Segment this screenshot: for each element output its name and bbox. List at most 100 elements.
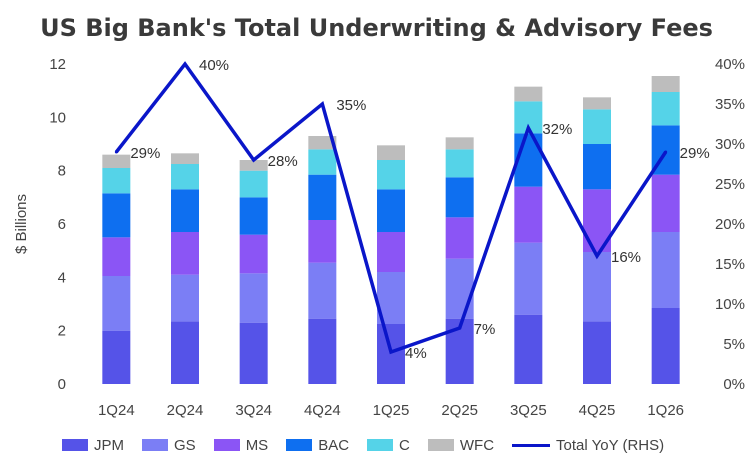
yoy-point	[526, 126, 530, 130]
bar-ms-3q25	[514, 186, 543, 243]
bar-ms-1q26	[651, 174, 680, 232]
bar-c-1q24	[102, 168, 131, 194]
bar-wfc-4q24	[308, 136, 337, 150]
yoy-data-label: 29%	[680, 145, 710, 162]
bar-bac-1q24	[102, 193, 131, 238]
bar-gs-2q25	[445, 258, 474, 319]
bar-gs-1q26	[651, 232, 680, 308]
bar-jpm-2q24	[171, 321, 199, 384]
bar-c-4q25	[583, 109, 611, 144]
bar-ms-1q25	[377, 232, 405, 272]
yoy-data-label: 7%	[474, 321, 496, 338]
bar-ms-1q24	[102, 237, 131, 276]
y-axis-title: $ Billions	[13, 194, 30, 254]
y-tick-label: 12	[49, 56, 66, 73]
legend-item-ms: MS	[213, 436, 269, 454]
y2-tick-label: 10%	[715, 296, 745, 313]
legend-label: JPM	[94, 436, 124, 454]
legend-swatch	[367, 439, 394, 451]
bar-jpm-1q25	[377, 324, 405, 384]
legend-item-wfc: WFC	[427, 436, 495, 454]
chart-title: US Big Bank's Total Underwriting & Advis…	[40, 14, 713, 42]
x-tick-label: 1Q25	[373, 402, 410, 419]
yoy-data-label: 4%	[405, 345, 427, 362]
yoy-data-label: 35%	[336, 97, 366, 114]
bar-wfc-3q25	[514, 86, 543, 102]
bar-ms-3q24	[239, 234, 268, 274]
yoy-point	[389, 350, 393, 354]
bar-jpm-4q25	[583, 321, 611, 384]
bar-jpm-1q26	[651, 308, 680, 384]
bar-c-1q25	[377, 160, 405, 190]
yoy-data-label: 29%	[130, 145, 160, 162]
legend-item-c: C	[367, 437, 410, 454]
x-tick-label: 4Q25	[579, 402, 616, 419]
yoy-data-label: 40%	[199, 57, 229, 74]
bar-wfc-1q24	[102, 154, 131, 168]
bar-c-1q26	[651, 92, 680, 126]
bar-gs-3q25	[514, 242, 543, 315]
yoy-point	[458, 326, 462, 330]
y-tick-label: 4	[58, 269, 66, 286]
bar-bac-2q24	[171, 189, 199, 232]
legend-label: WFC	[459, 436, 495, 454]
x-tick-label: 3Q24	[235, 402, 272, 419]
legend-swatch	[286, 439, 313, 451]
bar-jpm-4q24	[308, 318, 337, 384]
legend-item-jpm: JPM	[62, 437, 124, 454]
bar-gs-4q24	[308, 262, 337, 319]
bar-ms-4q24	[308, 220, 337, 263]
legend-label: BAC	[318, 436, 350, 454]
bar-jpm-3q25	[514, 314, 543, 384]
bar-c-2q25	[445, 149, 474, 178]
y2-tick-label: 30%	[715, 136, 745, 153]
bar-bac-4q24	[308, 174, 337, 220]
legend-item-total-yoy: Total YoY (RHS)	[512, 437, 664, 454]
axis-layer: 1Q24 2Q24 3Q24 4Q24 1Q25 2Q25 3Q25 4Q25 1Q26 0 2 4 6…	[13, 56, 745, 419]
yoy-data-label: 28%	[268, 153, 298, 170]
x-tick-label: 3Q25	[510, 402, 547, 419]
bar-gs-1q24	[102, 276, 131, 331]
yoy-point	[664, 150, 668, 154]
bars-layer	[102, 76, 680, 384]
yoy-point	[183, 62, 187, 66]
y2-tick-label: 5%	[723, 336, 745, 353]
bar-jpm-1q24	[102, 330, 131, 384]
bar-wfc-1q26	[651, 76, 680, 92]
legend-label: Total YoY (RHS)	[556, 436, 665, 454]
x-tick-label: 1Q24	[98, 402, 135, 419]
yoy-data-label: 32%	[542, 121, 572, 138]
bar-bac-3q24	[239, 197, 268, 235]
y-tick-label: 6	[58, 216, 66, 233]
yoy-data-label: 16%	[611, 249, 641, 266]
y-tick-label: 2	[58, 323, 66, 340]
yoy-point	[595, 254, 599, 258]
bar-c-3q24	[239, 170, 268, 198]
bar-wfc-4q25	[583, 97, 611, 110]
bar-ms-2q25	[445, 217, 474, 259]
bar-wfc-2q25	[445, 137, 474, 150]
y-tick-label: 0	[58, 376, 66, 393]
yoy-point	[252, 158, 256, 162]
legend-item-bac: BAC	[286, 437, 349, 454]
bar-bac-1q25	[377, 189, 405, 232]
legend-label: GS	[174, 436, 196, 454]
bar-bac-2q25	[445, 177, 474, 218]
legend-label: MS	[245, 436, 269, 454]
bar-c-4q24	[308, 149, 337, 175]
legend-item-gs: GS	[142, 437, 196, 454]
y2-tick-label: 25%	[715, 176, 745, 193]
bar-gs-3q24	[239, 273, 268, 323]
legend-swatch	[427, 439, 454, 451]
y2-tick-label: 40%	[715, 56, 745, 73]
yoy-point	[114, 150, 118, 154]
legend: JPM GS MS BAC C WFC Total YoY (RHS)	[62, 432, 664, 458]
bar-wfc-2q24	[171, 153, 199, 164]
bar-gs-2q24	[171, 274, 199, 322]
legend-swatch	[142, 439, 168, 451]
bar-c-2q24	[171, 164, 199, 190]
line-layer: 29% 40% 28% 35% 4% 7% 32% 16% 29%	[114, 57, 710, 362]
bar-wfc-3q24	[239, 160, 268, 171]
legend-line-swatch	[512, 443, 551, 447]
